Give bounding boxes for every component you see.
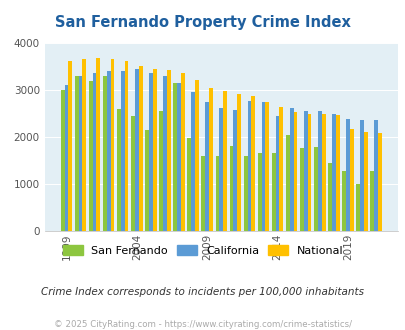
Text: San Fernando Property Crime Index: San Fernando Property Crime Index xyxy=(55,15,350,30)
Bar xyxy=(369,171,373,231)
Bar xyxy=(96,58,100,231)
Text: Crime Index corresponds to incidents per 100,000 inhabitants: Crime Index corresponds to incidents per… xyxy=(41,287,364,297)
Bar xyxy=(219,108,223,231)
Bar xyxy=(121,71,124,231)
Bar xyxy=(177,83,181,231)
Bar xyxy=(194,80,198,231)
Bar xyxy=(124,61,128,231)
Bar xyxy=(131,116,134,231)
Bar xyxy=(359,120,363,231)
Bar xyxy=(307,115,311,231)
Bar xyxy=(299,148,303,231)
Bar xyxy=(356,184,359,231)
Bar xyxy=(89,81,92,231)
Bar xyxy=(215,156,219,231)
Bar xyxy=(61,90,64,231)
Bar xyxy=(64,85,68,231)
Bar xyxy=(331,115,335,231)
Bar xyxy=(271,153,275,231)
Bar xyxy=(345,118,349,231)
Bar xyxy=(166,70,170,231)
Bar xyxy=(92,74,96,231)
Bar xyxy=(321,115,325,231)
Bar xyxy=(349,129,353,231)
Bar xyxy=(205,102,209,231)
Bar xyxy=(82,59,86,231)
Bar xyxy=(187,138,191,231)
Bar xyxy=(201,156,205,231)
Bar xyxy=(265,102,269,231)
Bar xyxy=(285,135,289,231)
Bar xyxy=(261,102,265,231)
Bar xyxy=(335,115,339,231)
Bar xyxy=(181,73,184,231)
Bar xyxy=(152,69,156,231)
Bar xyxy=(257,153,261,231)
Legend: San Fernando, California, National: San Fernando, California, National xyxy=(58,241,347,260)
Bar xyxy=(173,83,177,231)
Bar xyxy=(223,91,226,231)
Bar xyxy=(191,92,194,231)
Bar xyxy=(317,111,321,231)
Bar xyxy=(103,76,107,231)
Bar xyxy=(117,109,121,231)
Bar xyxy=(159,111,163,231)
Bar xyxy=(341,171,345,231)
Bar xyxy=(243,156,247,231)
Bar xyxy=(313,147,317,231)
Bar xyxy=(229,147,233,231)
Bar xyxy=(293,112,296,231)
Bar xyxy=(327,163,331,231)
Bar xyxy=(275,116,279,231)
Bar xyxy=(373,119,377,231)
Bar xyxy=(75,76,79,231)
Bar xyxy=(79,76,82,231)
Bar xyxy=(377,133,381,231)
Bar xyxy=(107,71,110,231)
Bar xyxy=(110,59,114,231)
Bar xyxy=(68,61,72,231)
Bar xyxy=(279,107,283,231)
Bar xyxy=(209,88,212,231)
Bar xyxy=(134,69,139,231)
Bar xyxy=(145,130,149,231)
Bar xyxy=(303,111,307,231)
Text: © 2025 CityRating.com - https://www.cityrating.com/crime-statistics/: © 2025 CityRating.com - https://www.city… xyxy=(54,320,351,329)
Bar xyxy=(237,94,241,231)
Bar xyxy=(149,74,152,231)
Bar xyxy=(363,132,367,231)
Bar xyxy=(247,101,251,231)
Bar xyxy=(139,66,142,231)
Bar xyxy=(289,108,293,231)
Bar xyxy=(163,76,166,231)
Bar xyxy=(251,96,254,231)
Bar xyxy=(233,110,237,231)
